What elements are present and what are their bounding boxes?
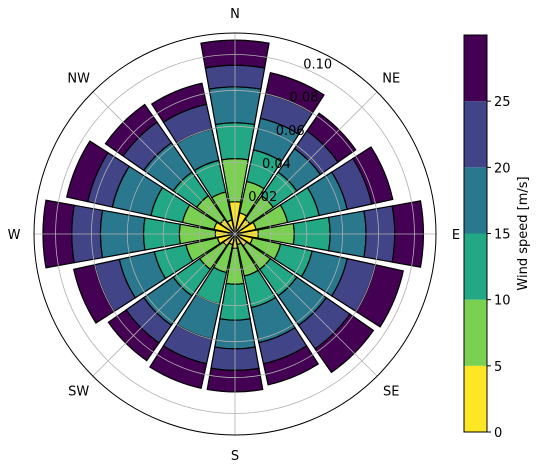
grid-spoke-3 xyxy=(234,233,378,377)
bar-wnw-25+ xyxy=(66,140,109,203)
direction-label-ne: NE xyxy=(382,72,400,87)
colorbar-tick-label: 5 xyxy=(494,360,502,375)
colorbar-tick-label: 0 xyxy=(494,426,502,441)
colorbar-label: Wind speed [m/s] xyxy=(516,176,531,290)
direction-label-n: N xyxy=(230,7,240,22)
direction-label-s: S xyxy=(231,449,239,464)
bar-ene-25+ xyxy=(352,146,394,205)
grid-spoke-7 xyxy=(92,91,236,235)
colorbar-segment-3 xyxy=(464,167,487,234)
bar-ssw-25+ xyxy=(149,345,208,389)
direction-label-nw: NW xyxy=(67,72,90,87)
direction-label-w: W xyxy=(8,228,21,243)
r-tick-label: 0.06 xyxy=(276,124,305,139)
radial-tick-labels: 0.02 0.04 0.06 0.08 0.10 xyxy=(248,58,332,206)
colorbar-segment-2 xyxy=(464,233,487,300)
r-tick-label: 0.04 xyxy=(262,157,291,172)
polar-frame xyxy=(33,32,437,436)
r-tick-label: 0.02 xyxy=(248,190,277,205)
colorbar: 0 5 10 15 20 25 Wind speed [m/s] xyxy=(463,34,531,441)
grid-spoke-1 xyxy=(234,91,378,235)
bar-nnw-25+ xyxy=(150,82,208,123)
colorbar-tick-label: 25 xyxy=(494,95,511,110)
colorbar-tick-label: 10 xyxy=(494,294,511,309)
colorbar-tick-label: 15 xyxy=(494,228,511,243)
colorbar-segment-4 xyxy=(464,101,487,168)
wind-rose-bars xyxy=(42,39,425,393)
colorbar-segment-0 xyxy=(464,365,487,432)
colorbar-segment-1 xyxy=(464,299,487,366)
bar-sse-25+ xyxy=(262,345,320,386)
colorbar-tick-label: 20 xyxy=(494,161,511,176)
polar-grid xyxy=(34,33,436,435)
direction-label-sw: SW xyxy=(68,384,89,399)
direction-labels: N NE E SE S SW W NW xyxy=(8,7,461,464)
r-tick-label: 0.10 xyxy=(303,58,332,73)
direction-label-e: E xyxy=(452,228,460,243)
direction-label-se: SE xyxy=(383,384,399,399)
r-tick-label: 0.08 xyxy=(289,91,318,106)
colorbar-segment-5 xyxy=(464,35,487,102)
grid-spoke-5 xyxy=(92,233,236,377)
